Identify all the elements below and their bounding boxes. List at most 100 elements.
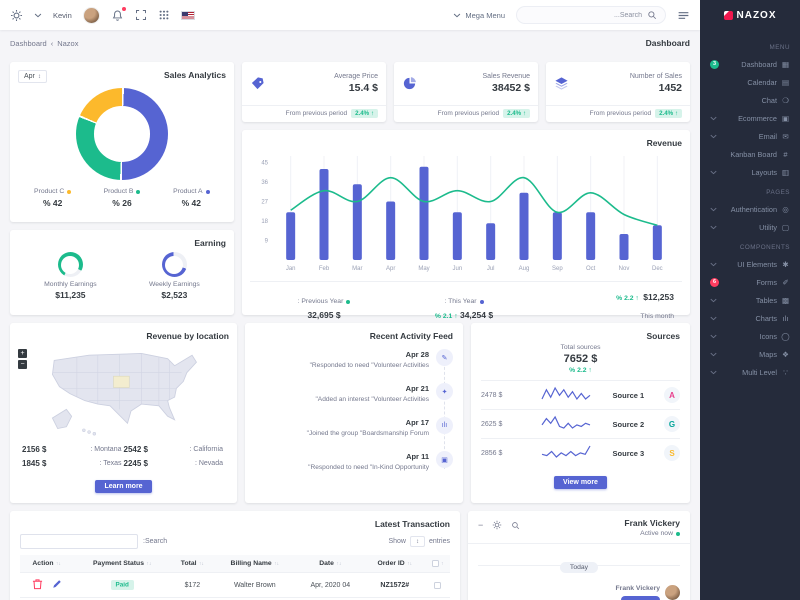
revenue-by-location-card: Revenue by location + − <box>10 323 237 503</box>
breadcrumb-item-nazox: Nazox <box>57 38 79 48</box>
sidebar-item-calendar[interactable]: Calendar ▤ <box>700 73 800 91</box>
email-icon: ✉ <box>782 131 789 141</box>
stat-card-average-price: Average Price 15.4 $ From previous period 2… <box>242 62 386 122</box>
chevron-down-icon <box>710 207 717 212</box>
source-logo-1: A <box>663 387 680 403</box>
timeline-line <box>443 357 445 469</box>
earning-value: $11,235 <box>55 290 86 300</box>
location-label: : Texas <box>99 460 122 467</box>
chat-contact-name: Frank Vickery <box>624 518 680 528</box>
online-dot <box>676 531 680 536</box>
entries-select[interactable]: ↕ <box>409 536 425 547</box>
sidebar-item-layouts[interactable]: Layouts ▥ <box>700 163 800 181</box>
sidebar-item-utility[interactable]: Utility ▢ <box>700 218 800 236</box>
page-title: Dashboard <box>645 38 690 48</box>
chat-settings-gear-icon[interactable] <box>492 520 502 530</box>
column-header-date[interactable]: Date ↑↓ <box>296 555 365 573</box>
sidebar-item-maps[interactable]: Maps ❖ <box>700 345 800 363</box>
forms-icon: ✐ <box>782 277 789 287</box>
svg-text:Feb: Feb <box>319 266 330 272</box>
sidebar-item-icons[interactable]: Icons ◯ <box>700 327 800 345</box>
sidebar-item-chat[interactable]: Chat ❍ <box>700 91 800 109</box>
content: Apr ↕ Sales Analytics Product C% 42 Produc… <box>0 56 700 600</box>
sidebar-item-charts[interactable]: Charts ılı <box>700 309 800 327</box>
sidebar-section-pages: PAGES <box>766 189 790 196</box>
search-input[interactable] <box>532 11 642 19</box>
source-value: 2856 $ <box>481 449 503 457</box>
stat-footer-label: From previous period <box>285 110 348 117</box>
edit-pencil-icon[interactable] <box>52 579 62 589</box>
card-title: Sources <box>646 331 680 341</box>
view-more-button[interactable]: View more <box>554 476 607 489</box>
usa-map[interactable] <box>18 343 229 439</box>
breadcrumb-item-dashboard[interactable]: Dashboard <box>10 38 47 48</box>
table-row: Paid $172 Walter Brown Apr, 2020 04 NZ1572# <box>20 572 450 598</box>
sidebar-item-label: Forms <box>756 277 777 287</box>
period-select[interactable]: Apr ↕ <box>18 70 47 83</box>
user-menu-caret-icon[interactable] <box>34 13 42 18</box>
column-header-order-id[interactable]: Order ID ↑↓ <box>364 555 426 573</box>
learn-more-button[interactable]: Learn more <box>95 480 152 493</box>
sidebar-item-multi-level[interactable]: Multi Level ∵ <box>700 363 800 381</box>
date-cell: Apr, 2020 04 <box>296 572 365 598</box>
sidebar-item-ecommerce[interactable]: Ecommerce ▣ <box>700 109 800 127</box>
legend-dot <box>136 189 141 194</box>
apps-grid-icon[interactable] <box>158 9 170 21</box>
sidebar-item-kanban-board[interactable]: Kanban Board # <box>700 145 800 163</box>
chat-search-icon[interactable] <box>511 521 520 530</box>
mega-menu-button[interactable]: Mega Menu <box>453 11 505 20</box>
hamburger-menu-icon[interactable] <box>677 9 690 22</box>
sidebar-item-tables[interactable]: Tables ▩ <box>700 291 800 309</box>
sidebar-item-forms[interactable]: 6 Forms ✐ <box>700 273 800 291</box>
user-avatar[interactable] <box>82 6 100 24</box>
sidebar-item-label: Utility <box>759 222 777 232</box>
calendar-icon: ▤ <box>781 77 790 87</box>
chat-minimize-icon[interactable]: − <box>478 520 484 530</box>
settings-gear-icon[interactable] <box>10 9 23 22</box>
map-zoom-in-button[interactable]: + <box>18 349 27 358</box>
svg-text:Sep: Sep <box>552 266 563 272</box>
chevron-down-icon <box>710 170 717 175</box>
radial-chart <box>161 252 187 277</box>
fullscreen-icon[interactable] <box>135 9 147 21</box>
activity-date: Apr 21 <box>405 384 429 393</box>
brand-logo[interactable]: NAZOX <box>700 0 800 30</box>
stat-footer-label: From previous period <box>437 110 500 117</box>
legend-item-product-a: Product A % 42 <box>157 188 226 208</box>
charts-icon: ılı <box>782 313 789 323</box>
sidebar-item-label: Multi Level <box>742 367 777 377</box>
column-header-select[interactable]: ↑ <box>425 555 450 573</box>
pie-chart-icon <box>402 76 417 91</box>
map-zoom-out-button[interactable]: − <box>18 360 27 369</box>
total-sources-change: % 2.2 ↑ <box>569 367 592 374</box>
sidebar-item-label: Layouts <box>751 167 777 177</box>
svg-text:27: 27 <box>261 200 268 206</box>
sidebar-item-email[interactable]: Email ✉ <box>700 127 800 145</box>
svg-text:May: May <box>418 266 429 272</box>
language-flag-us[interactable] <box>180 10 195 20</box>
source-logo-2: G <box>663 416 680 432</box>
column-header-billing-name[interactable]: Billing Name ↑↓ <box>213 555 297 573</box>
activity-text: "Joined the group "Boardsmanship Forum <box>306 430 429 437</box>
sidebar-item-ui-elements[interactable]: UI Elements ✱ <box>700 255 800 273</box>
select-all-checkbox[interactable] <box>431 560 439 567</box>
table-row: unpaid$165Jimmy BarkerApr, 2020 03NZ1571… <box>20 597 450 600</box>
chevron-down-icon <box>710 298 717 303</box>
notifications-bell-icon[interactable] <box>111 6 126 22</box>
entries-label: entries <box>428 538 450 545</box>
row-checkbox[interactable] <box>434 581 442 589</box>
location-label: : Nevada <box>194 460 223 467</box>
sort-icon: ↑↓ <box>272 561 280 568</box>
user-name[interactable]: Kevin <box>53 10 72 20</box>
main-area: Kevin Mega Menu Dash <box>0 6 700 600</box>
column-header-payment-status[interactable]: Payment Status ↑↓ <box>73 555 172 573</box>
topbar-search[interactable] <box>516 6 666 24</box>
column-header-action[interactable]: Action ↑↓ <box>20 555 74 573</box>
card-title: Latest Transaction <box>374 519 450 529</box>
activity-text: "Responded to need "In-Kind Opportunity <box>308 464 429 471</box>
sidebar-item-dashboard[interactable]: 3 Dashboard ▦ <box>700 55 800 73</box>
column-header-total[interactable]: Total ↑↓ <box>171 555 214 573</box>
delete-icon[interactable] <box>32 578 43 590</box>
table-search-input[interactable] <box>20 534 138 549</box>
sidebar-item-authentication[interactable]: Authentication ◎ <box>700 200 800 218</box>
